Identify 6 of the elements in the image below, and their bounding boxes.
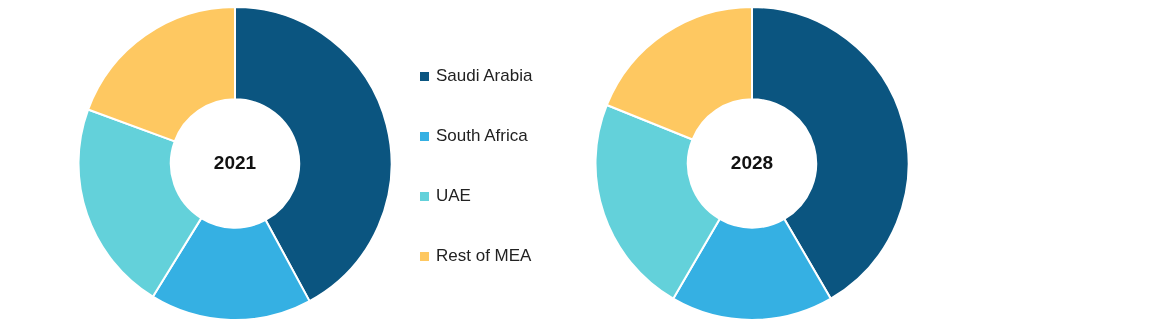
slice-label: 2028: [730, 151, 774, 173]
legend-label: South Africa: [435, 126, 529, 146]
legend-label: Rest of MEA: [435, 246, 533, 266]
slice-label: 2021: [213, 151, 257, 173]
legend-label: Saudi Arabia: [435, 66, 533, 86]
legend-label: UAE: [435, 186, 472, 206]
